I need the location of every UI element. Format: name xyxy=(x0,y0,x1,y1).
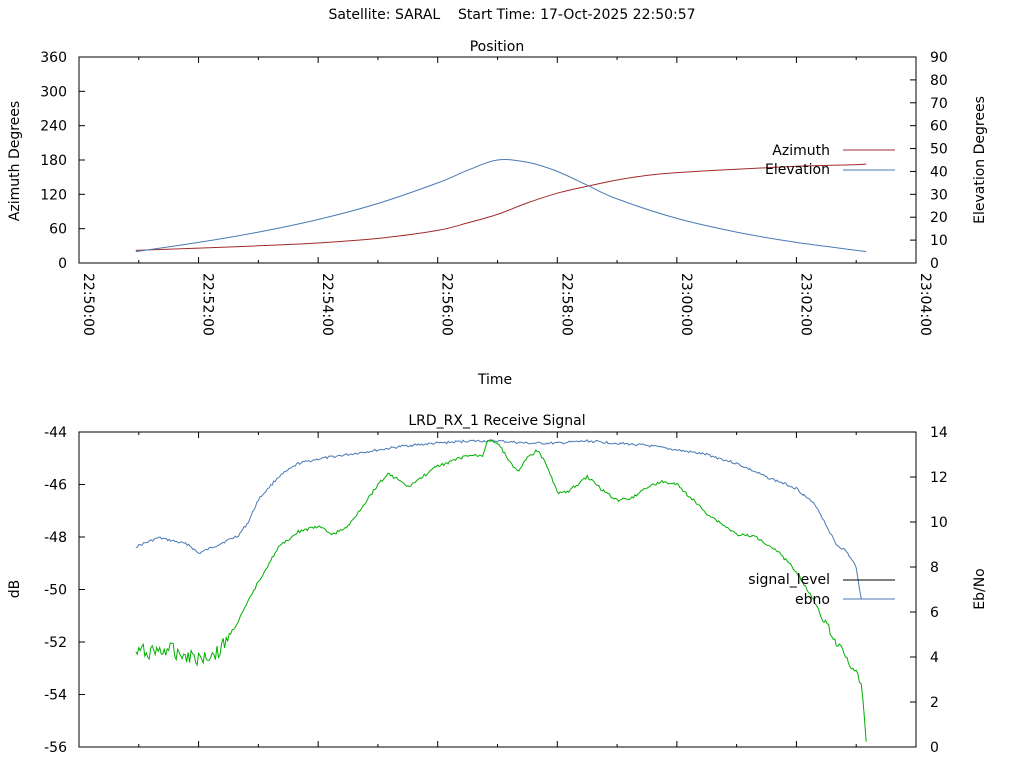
position-series-lines xyxy=(135,159,867,253)
position-x-tick-label: 22:52:00 xyxy=(200,273,216,336)
position-y2-tick-label: 60 xyxy=(930,119,948,135)
signal-y2-axis-label: Eb/No xyxy=(972,568,988,610)
position-y2-tick-label: 20 xyxy=(930,210,948,226)
position-y-tick-label: 0 xyxy=(58,256,67,272)
position-y-tick-label: 180 xyxy=(40,153,67,169)
signal-y2-tick-label: 10 xyxy=(930,515,948,531)
position-x-tick-label: 23:00:00 xyxy=(678,273,694,336)
signal-y2-tick-label: 2 xyxy=(930,695,939,711)
position-x-tick-label: 23:02:00 xyxy=(797,273,813,336)
signal-chart-title: LRD_RX_1 Receive Signal xyxy=(408,413,585,429)
position-y2-axis-label: Elevation Degrees xyxy=(972,96,988,224)
position-x-tick-label: 22:50:00 xyxy=(80,273,96,336)
position-legend: Azimuth Elevation xyxy=(765,143,895,178)
signal-y-tick-label: -44 xyxy=(44,425,67,441)
series-line-ebno xyxy=(135,439,862,599)
position-axis-ticks: 22:50:00 22:52:00 22:54:00 22:56:00 22:58:00… xyxy=(40,50,948,336)
position-chart-title: Position xyxy=(470,39,525,55)
position-y-tick-label: 60 xyxy=(49,222,67,238)
signal-axis-ticks: -56 -54 -52 -50 -48 -46 -44 0 2 4 6 8 10 12 14 xyxy=(44,425,948,756)
legend-label-signal-level: signal_level xyxy=(748,572,830,588)
position-x-tick-label: 23:04:00 xyxy=(917,273,933,336)
signal-y2-tick-label: 12 xyxy=(930,470,948,486)
position-y-tick-label: 120 xyxy=(40,187,67,203)
position-y2-tick-label: 10 xyxy=(930,233,948,249)
position-chart: Position Time Azimuth Degrees Elevation … xyxy=(7,39,988,388)
signal-y-tick-label: -56 xyxy=(44,740,67,756)
position-x-axis-label: Time xyxy=(477,372,512,388)
series-line-elevation xyxy=(135,159,867,253)
signal-legend: signal_level ebno xyxy=(748,572,895,608)
position-y2-tick-label: 0 xyxy=(930,256,939,272)
signal-y-tick-label: -48 xyxy=(44,530,67,546)
position-y2-tick-label: 80 xyxy=(930,73,948,89)
position-y-axis-label: Azimuth Degrees xyxy=(7,101,23,221)
position-x-tick-label: 22:54:00 xyxy=(319,273,335,336)
page-title: Satellite: SARAL Start Time: 17-Oct-2025… xyxy=(328,7,696,23)
position-y2-tick-label: 50 xyxy=(930,142,948,158)
signal-y2-tick-label: 4 xyxy=(930,650,939,666)
legend-label-ebno: ebno xyxy=(795,592,830,608)
position-y-tick-label: 240 xyxy=(40,119,67,135)
position-y-tick-label: 300 xyxy=(40,84,67,100)
position-x-tick-label: 22:56:00 xyxy=(439,273,455,336)
signal-plot-frame xyxy=(78,431,917,748)
signal-y-tick-label: -50 xyxy=(44,583,67,599)
position-plot-frame xyxy=(78,56,917,264)
position-y2-tick-label: 70 xyxy=(930,96,948,112)
series-line-signal-level xyxy=(135,439,867,742)
legend-label-elevation: Elevation xyxy=(765,162,830,178)
position-y2-tick-label: 40 xyxy=(930,164,948,180)
position-y2-tick-label: 90 xyxy=(930,50,948,66)
signal-y-axis-label: dB xyxy=(7,580,23,599)
signal-y2-tick-label: 6 xyxy=(930,605,939,621)
series-line-azimuth xyxy=(135,163,867,251)
signal-y-tick-label: -54 xyxy=(44,688,67,704)
signal-y2-tick-label: 14 xyxy=(930,425,948,441)
signal-y2-tick-label: 0 xyxy=(930,740,939,756)
signal-y-tick-label: -46 xyxy=(44,478,67,494)
signal-y2-tick-label: 8 xyxy=(930,560,939,576)
legend-label-azimuth: Azimuth xyxy=(772,143,830,159)
signal-series-lines xyxy=(135,439,867,742)
position-y2-tick-label: 30 xyxy=(930,187,948,203)
signal-y-tick-label: -52 xyxy=(44,635,67,651)
position-y-tick-label: 360 xyxy=(40,50,67,66)
signal-chart: LRD_RX_1 Receive Signal dB Eb/No -56-54-… xyxy=(7,413,988,756)
position-x-tick-label: 22:58:00 xyxy=(558,273,574,336)
